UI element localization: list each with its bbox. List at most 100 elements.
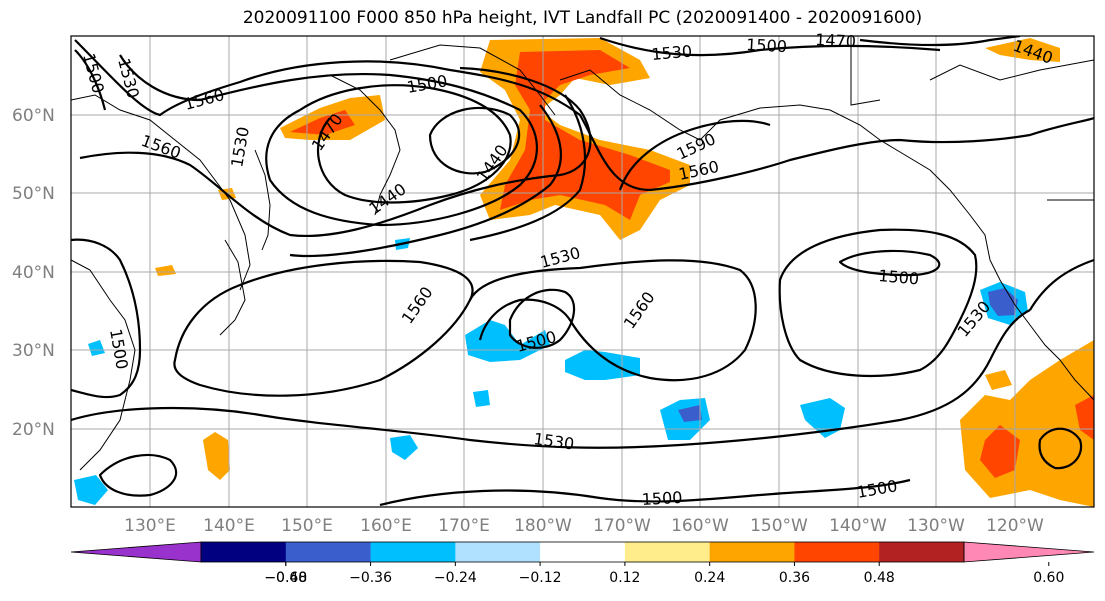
lat-tick-label: 40°N [12,263,55,283]
colorbar-tick-label: −0.24 [434,570,477,586]
contour-line [838,249,941,277]
colorbar-tick-label: −0.36 [349,570,392,586]
lon-tick-label: 170°W [593,516,651,536]
contour-line [379,478,911,507]
contour-label: 1500 [79,51,108,95]
ivt-negative-region [390,435,418,460]
contour-line [428,106,521,175]
lon-tick-label: 140°W [829,516,887,536]
ivt-negative-region [473,390,490,407]
contour-line [289,104,562,258]
graticule [71,36,1094,507]
ivt-positive-region [985,370,1012,390]
contour-line [469,94,587,242]
map-frame [70,35,1095,508]
contour-label: 1440 [1011,36,1056,68]
contour-line [79,66,592,238]
lon-tick-label: 150°W [750,516,808,536]
lon-tick-label: 150°E [281,516,333,536]
ivt-negative-region [88,340,105,356]
contour-line [119,54,538,227]
colorbar-tick-label: 0.48 [864,570,895,586]
lon-tick-label: 170°E [438,516,490,536]
contour-label: 1500 [746,35,788,56]
lon-tick-label: 130°E [124,516,176,536]
colorbar-tick-label: −0.60 [264,570,307,586]
lon-tick-label: 120°W [986,516,1044,536]
contour-line [618,119,771,191]
ivt-positive-region [960,340,1094,507]
colorbar-extension-high [963,541,1095,563]
contour-line [469,259,757,382]
contour-line [74,49,107,111]
contour-label: 1560 [620,288,659,332]
contour-line [299,84,512,204]
colorbar: −0.60−0.48 −0.36 −0.24 −0.12 0.12 0.24 0.36 0.4… [70,541,1095,586]
contour-label: 1500 [641,488,683,509]
colorbar-segment [540,542,626,562]
contour-line [1029,258,1094,311]
ivt-negative-region [565,350,640,380]
lon-tick-label: 130°W [907,516,965,536]
contour-line [71,309,1031,449]
colorbar-segment [794,542,880,562]
colorbar-segment [709,542,795,562]
contour-label: 1500 [855,476,898,502]
lat-tick-label: 60°N [12,106,55,126]
coastlines [71,36,1094,471]
colorbar-frame [200,541,965,563]
contour-line [859,36,1021,47]
ivt-positive-core [980,425,1020,478]
ivt-negative-region [800,398,845,438]
colorbar-tick-label: −0.12 [519,570,562,586]
ivt-positive-core [290,110,355,135]
contour-line [1038,427,1083,470]
contour-line [778,228,978,378]
colorbar-segment [370,542,456,562]
colorbar-segment [285,542,372,562]
contour-label: 1530 [114,56,143,100]
contour-label: 1560 [182,85,226,114]
lat-tick-label: 30°N [12,341,55,361]
ivt-positive-region [155,265,176,276]
lon-tick-label: 140°E [203,516,255,536]
contour-line [599,36,941,57]
colorbar-tick-label: −0.48 [264,570,307,586]
contour-label: 1470 [815,30,857,51]
ivt-negative-core [678,405,702,422]
contour-line [98,453,178,497]
colorbar-tick-label: 0.36 [779,570,810,586]
contour-line [508,288,576,349]
contour-label: 1500 [405,71,448,97]
ivt-negative-core [988,288,1018,316]
ivt-negative-region [74,475,108,505]
contour-line [173,259,474,397]
map-title: 2020091100 F000 850 hPa height, IVT Land… [242,8,923,28]
ivt-positive-region [985,38,1060,62]
colorbar-tick-label: 0.24 [694,570,725,586]
contour-label: 1560 [398,283,437,327]
contour-label: 1440 [365,179,409,218]
lon-tick-label: 160°E [360,516,412,536]
latitude-labels: 60°N 50°N 40°N 30°N 20°N [12,106,55,440]
height-contours [71,36,1094,507]
colorbar-segment [624,542,711,562]
contour-labels: 1500 1530 1560 1560 1500 1470 1530 1440 … [79,30,1055,509]
contour-label: 1500 [106,327,132,370]
contour-label: 1560 [139,131,184,163]
colorbar-segment [879,542,965,562]
contour-label: 1530 [532,429,575,453]
colorbar-segment [455,542,541,562]
colorbar-tick-label: 0.12 [609,570,640,586]
contour-label: 1500 [878,266,920,288]
longitude-labels: 130°E 140°E 150°E 160°E 170°E 180°W 170°… [124,516,1044,536]
lon-tick-label: 180°W [514,516,572,536]
colorbar-segment [201,542,287,562]
lat-tick-label: 50°N [12,184,55,204]
lat-tick-label: 20°N [12,420,55,440]
contour-label: 1530 [227,125,253,168]
contour-line [71,238,142,399]
contour-label: 1530 [651,42,693,64]
ivt-negative-region [465,320,550,362]
